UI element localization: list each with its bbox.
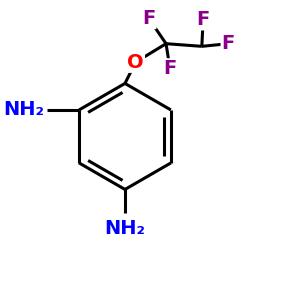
Text: F: F: [164, 59, 177, 78]
Text: F: F: [196, 10, 210, 29]
Text: F: F: [222, 34, 235, 53]
Text: O: O: [127, 53, 144, 72]
Text: F: F: [142, 9, 155, 28]
Text: NH₂: NH₂: [4, 100, 45, 119]
Text: NH₂: NH₂: [104, 219, 146, 238]
